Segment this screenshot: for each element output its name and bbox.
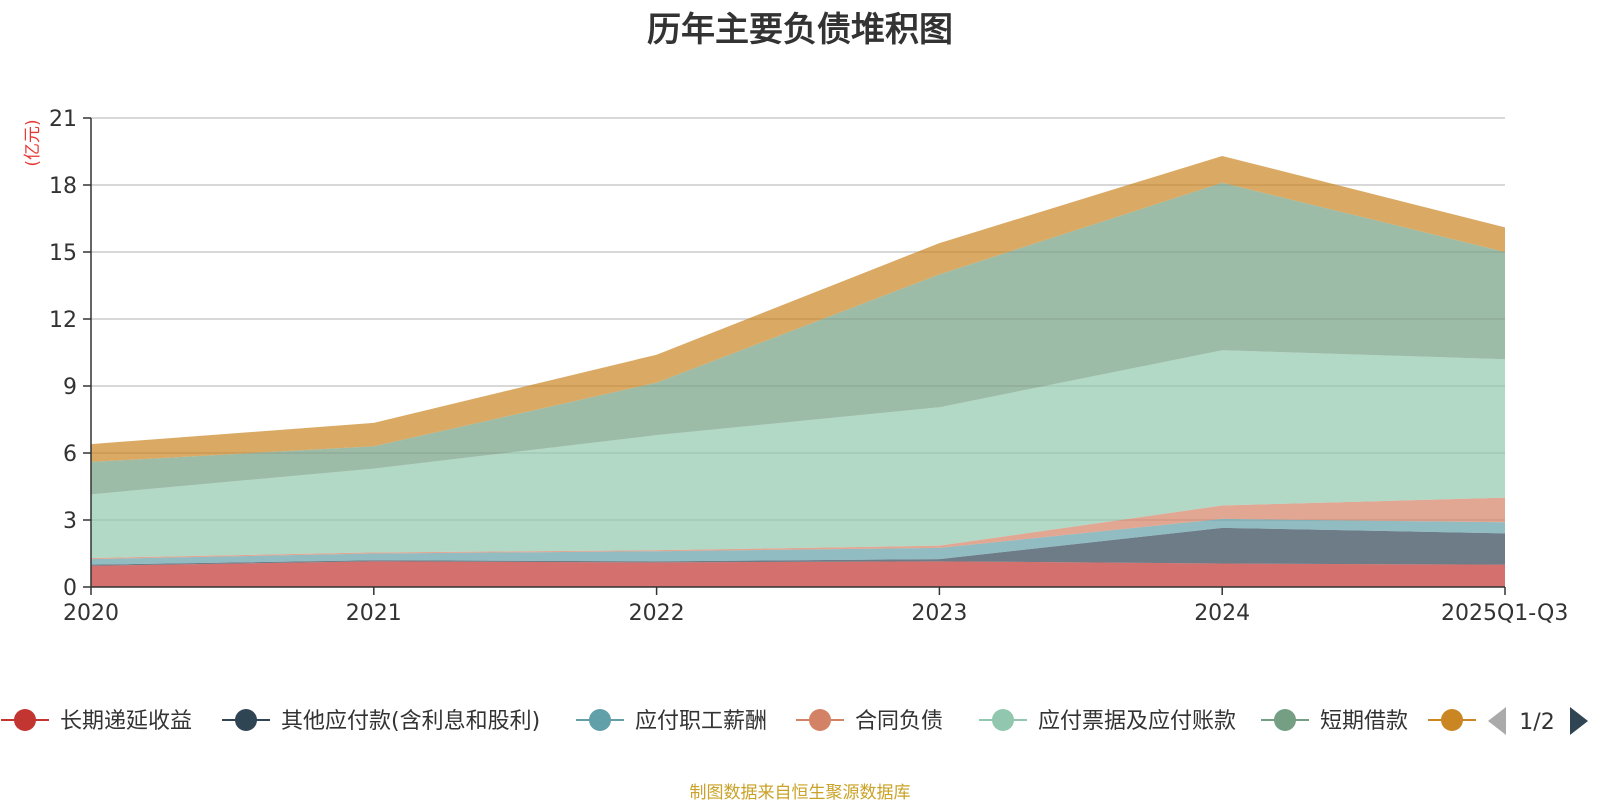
legend-marker-icon [589, 709, 611, 731]
area-series-6 [91, 155, 1505, 462]
area-series-3 [91, 497, 1505, 560]
legend-label: 应付职工薪酬 [635, 709, 767, 734]
legend-marker-icon [992, 709, 1014, 731]
legend-marker-icon [809, 709, 831, 731]
legend-label: 合同负债 [855, 709, 943, 734]
legend-item-4[interactable]: 应付票据及应付账款 [979, 709, 1236, 734]
x-tick-label: 2020 [63, 601, 119, 626]
area-series-2 [91, 518, 1505, 565]
legend-item-0[interactable]: 长期递延收益 [1, 709, 192, 734]
legend-marker-icon [1274, 709, 1296, 731]
y-tick-label: 21 [49, 107, 77, 132]
legend-marker-icon [14, 709, 36, 731]
chart-title: 历年主要负债堆积图 [647, 10, 953, 50]
legend-item-3[interactable]: 合同负债 [796, 709, 943, 734]
y-tick-label: 9 [63, 375, 77, 400]
legend-label: 其他应付款(含利息和股利) [281, 709, 540, 734]
y-axis-label: (亿元) [23, 119, 43, 166]
legend-item-6[interactable] [1428, 709, 1476, 731]
legend-item-5[interactable]: 短期借款 [1261, 709, 1408, 734]
y-tick-label: 18 [49, 174, 77, 199]
legend-next-page-icon[interactable] [1570, 707, 1588, 735]
area-series-layer [91, 155, 1505, 587]
legend-marker-icon [1441, 709, 1463, 731]
tick-labels: 0 3 6 9 12 15 18 21 2020 2021 2022 2023 2024 2025Q1-Q… [49, 107, 1568, 626]
x-tick-label: 2025Q1-Q3 [1441, 601, 1568, 626]
x-tick-label: 2023 [911, 601, 967, 626]
y-tick-label: 15 [49, 241, 77, 266]
y-tick-label: 3 [63, 509, 77, 534]
legend-prev-page-icon[interactable] [1488, 707, 1506, 735]
y-tick-label: 0 [63, 576, 77, 601]
legend-label: 短期借款 [1320, 709, 1408, 734]
legend-pager: 1/2 [1488, 707, 1588, 735]
legend: 长期递延收益 其他应付款(含利息和股利) 应付职工薪酬 合同负债 应付票据及应付账款 短期… [1, 709, 1476, 734]
area-series-1 [91, 527, 1505, 566]
x-tick-label: 2022 [629, 601, 685, 626]
legend-marker-icon [235, 709, 257, 731]
y-tick-label: 6 [63, 442, 77, 467]
area-series-4 [91, 350, 1505, 558]
x-tick-label: 2021 [346, 601, 402, 626]
legend-item-2[interactable]: 应付职工薪酬 [576, 709, 767, 734]
legend-label: 应付票据及应付账款 [1038, 709, 1236, 734]
source-note: 制图数据来自恒生聚源数据库 [689, 783, 911, 803]
area-series-0 [91, 561, 1505, 587]
stacked-area-chart: 0 3 6 9 12 15 18 21 2020 2021 2022 2023 2024 2025Q1-Q… [1, 107, 1588, 735]
x-tick-label: 2024 [1194, 601, 1250, 626]
y-tick-label: 12 [49, 308, 77, 333]
area-series-5 [91, 182, 1505, 495]
axes [90, 118, 1505, 588]
legend-page-indicator: 1/2 [1519, 710, 1554, 735]
legend-label: 长期递延收益 [60, 709, 192, 734]
legend-item-1[interactable]: 其他应付款(含利息和股利) [222, 709, 540, 734]
